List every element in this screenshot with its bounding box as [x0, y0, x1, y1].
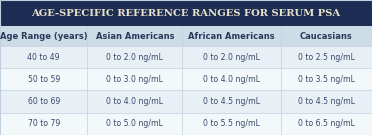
Text: 0 to 5.5 ng/mL: 0 to 5.5 ng/mL [203, 119, 260, 128]
Text: AGE-SPECIFIC REFERENCE RANGES FOR SERUM PSA: AGE-SPECIFIC REFERENCE RANGES FOR SERUM … [32, 9, 340, 18]
Bar [182, 46, 281, 68]
Bar [0, 26, 87, 46]
Bar [281, 68, 372, 90]
Text: Asian Americans: Asian Americans [96, 32, 174, 41]
Bar [182, 68, 281, 90]
Bar [281, 46, 372, 68]
Text: 0 to 4.5 ng/mL: 0 to 4.5 ng/mL [298, 97, 355, 106]
Bar [87, 90, 182, 113]
Bar [0, 0, 372, 26]
Text: Age Range (years): Age Range (years) [0, 32, 87, 41]
Bar [87, 26, 182, 46]
Bar [182, 26, 281, 46]
Text: African Americans: African Americans [188, 32, 275, 41]
Text: 60 to 69: 60 to 69 [28, 97, 60, 106]
Text: 0 to 3.5 ng/mL: 0 to 3.5 ng/mL [298, 75, 355, 84]
Text: 0 to 4.5 ng/mL: 0 to 4.5 ng/mL [203, 97, 260, 106]
Bar [182, 113, 281, 135]
Text: 50 to 59: 50 to 59 [28, 75, 60, 84]
Text: 0 to 2.5 ng/mL: 0 to 2.5 ng/mL [298, 53, 355, 62]
Text: 70 to 79: 70 to 79 [28, 119, 60, 128]
Bar [0, 68, 87, 90]
Bar [182, 90, 281, 113]
Text: 0 to 6.5 ng/mL: 0 to 6.5 ng/mL [298, 119, 355, 128]
Bar [281, 90, 372, 113]
Text: 0 to 2.0 ng/mL: 0 to 2.0 ng/mL [106, 53, 163, 62]
Text: 0 to 2.0 ng/mL: 0 to 2.0 ng/mL [203, 53, 260, 62]
Bar [0, 113, 87, 135]
Text: Caucasians: Caucasians [300, 32, 353, 41]
Bar [281, 26, 372, 46]
Bar [0, 90, 87, 113]
Text: 0 to 3.0 ng/mL: 0 to 3.0 ng/mL [106, 75, 163, 84]
Bar [87, 68, 182, 90]
Bar [87, 113, 182, 135]
Text: 40 to 49: 40 to 49 [28, 53, 60, 62]
Text: 0 to 4.0 ng/mL: 0 to 4.0 ng/mL [106, 97, 163, 106]
Bar [281, 113, 372, 135]
Bar [0, 46, 87, 68]
Bar [87, 46, 182, 68]
Text: 0 to 4.0 ng/mL: 0 to 4.0 ng/mL [203, 75, 260, 84]
Text: 0 to 5.0 ng/mL: 0 to 5.0 ng/mL [106, 119, 163, 128]
